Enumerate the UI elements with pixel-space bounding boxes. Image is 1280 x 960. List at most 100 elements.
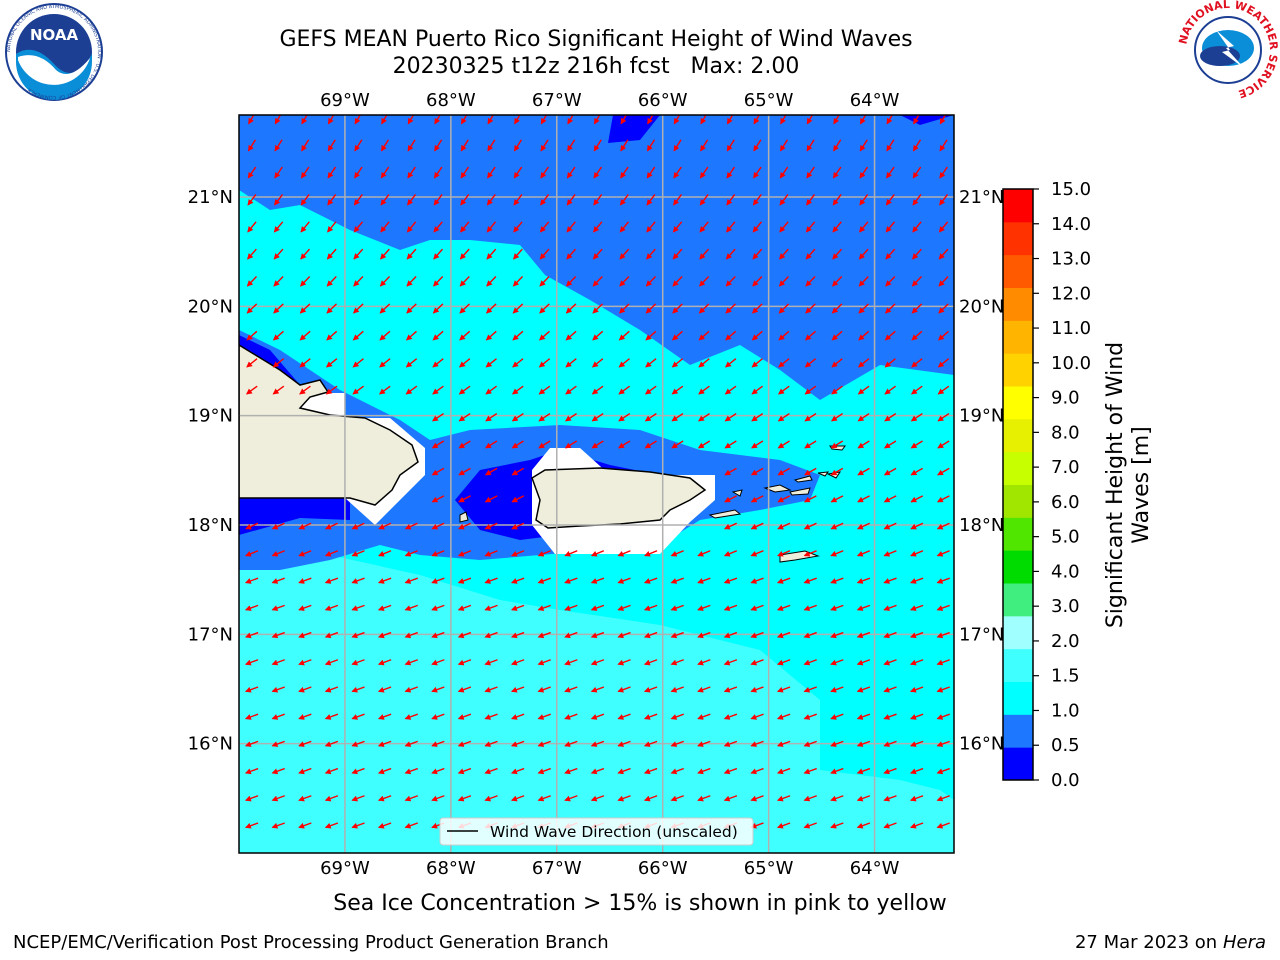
wave-arrow bbox=[246, 358, 258, 368]
wave-arrow bbox=[723, 631, 738, 639]
wave-arrow bbox=[354, 115, 361, 125]
wave-arrow bbox=[457, 713, 472, 720]
wave-arrow bbox=[936, 577, 950, 584]
wave-arrow bbox=[643, 659, 658, 666]
wave-arrow bbox=[271, 550, 285, 557]
wave-arrow bbox=[485, 440, 498, 449]
wave-arrow bbox=[432, 330, 444, 341]
wave-arrow bbox=[590, 550, 605, 557]
wave-arrow bbox=[537, 740, 551, 747]
wave-arrow bbox=[247, 193, 257, 206]
wave-arrow bbox=[564, 550, 578, 557]
wave-arrow bbox=[806, 115, 814, 125]
wave-arrow bbox=[590, 767, 605, 775]
wave-arrow bbox=[830, 631, 844, 639]
wave-arrow bbox=[912, 139, 922, 152]
colorbar-tick-15: 1.0 bbox=[1051, 700, 1080, 721]
colorbar-tick-1: 14.0 bbox=[1051, 214, 1091, 235]
wave-arrow bbox=[856, 795, 871, 802]
wave-arrow bbox=[298, 822, 312, 829]
wave-arrow bbox=[245, 522, 259, 530]
wave-arrow bbox=[936, 631, 950, 639]
wave-arrow bbox=[697, 795, 711, 802]
wave-arrow bbox=[803, 495, 817, 503]
wave-arrow bbox=[936, 822, 950, 829]
wave-arrow bbox=[565, 358, 577, 368]
wave-arrow bbox=[672, 248, 683, 260]
wave-arrow bbox=[723, 767, 738, 775]
wave-arrow bbox=[351, 795, 365, 802]
wave-arrow bbox=[617, 795, 631, 802]
land-hispaniola bbox=[239, 344, 419, 506]
wave-arrow bbox=[564, 686, 578, 693]
wave-arrow bbox=[697, 440, 711, 449]
colorbar-tick-16: 0.5 bbox=[1051, 735, 1080, 756]
wave-arrow bbox=[298, 740, 312, 747]
wave-arrow bbox=[645, 330, 657, 341]
lat-labels-left: 21°N 20°N 19°N 18°N 17°N 16°N bbox=[188, 187, 233, 755]
wave-arrow bbox=[511, 522, 525, 530]
wave-arrow bbox=[590, 795, 605, 802]
wave-arrow bbox=[673, 139, 682, 152]
wave-arrow bbox=[324, 740, 339, 747]
wave-arrow bbox=[244, 659, 259, 666]
colorbar-segment-2 bbox=[1003, 681, 1033, 715]
wave-arrow bbox=[830, 822, 844, 829]
colorbar-label-line2: Waves [m] bbox=[1129, 426, 1154, 544]
wave-arrow bbox=[830, 467, 844, 476]
lat-left-2: 19°N bbox=[188, 406, 233, 427]
wave-arrow bbox=[271, 686, 285, 693]
wave-arrow bbox=[274, 193, 284, 206]
wave-arrow bbox=[457, 631, 472, 639]
wave-arrow bbox=[298, 631, 312, 639]
wave-arrow bbox=[886, 139, 895, 152]
wave-arrow bbox=[564, 795, 578, 802]
wave-arrow bbox=[830, 740, 844, 747]
wave-arrow bbox=[724, 412, 737, 422]
wave-arrow bbox=[512, 358, 524, 368]
lon-top-3: 66°W bbox=[638, 90, 688, 111]
wave-arrow bbox=[723, 522, 737, 530]
colorbar-segment-4 bbox=[1003, 615, 1033, 650]
wave-arrow bbox=[245, 385, 258, 395]
wave-arrow bbox=[511, 550, 525, 557]
wave-arrow bbox=[751, 303, 763, 314]
wave-arrow bbox=[830, 412, 843, 422]
wave-arrow bbox=[272, 358, 285, 368]
wave-arrow bbox=[244, 631, 259, 639]
wave-arrow bbox=[832, 221, 842, 233]
wave-arrow bbox=[909, 822, 924, 829]
wave-arrow bbox=[485, 330, 497, 341]
wave-arrow bbox=[564, 767, 578, 775]
lat-right-0: 21°N bbox=[959, 187, 1004, 208]
wave-arrow bbox=[830, 522, 844, 530]
wave-arrow bbox=[671, 412, 684, 422]
wave-arrow bbox=[324, 604, 339, 611]
wave-arrow bbox=[857, 385, 870, 395]
wave-arrow bbox=[244, 740, 259, 747]
wave-arrow bbox=[460, 221, 470, 233]
wave-arrow bbox=[538, 440, 551, 449]
wave-arrow bbox=[327, 115, 335, 125]
wave-arrow bbox=[645, 276, 657, 287]
wave-arrow bbox=[324, 631, 339, 639]
wave-arrow bbox=[431, 550, 445, 557]
wave-arrow bbox=[620, 115, 627, 125]
wave-arrow bbox=[776, 631, 791, 639]
wave-arrow bbox=[884, 385, 897, 395]
wave-arrow bbox=[883, 686, 897, 693]
wave-arrow bbox=[779, 193, 789, 206]
wave-arrow bbox=[726, 221, 736, 233]
wave-arrow bbox=[884, 303, 896, 314]
wave-arrow bbox=[936, 522, 950, 530]
wave-arrow bbox=[643, 740, 658, 747]
wave-arrow bbox=[591, 385, 604, 395]
wave-arrow bbox=[564, 604, 578, 611]
wave-arrow bbox=[512, 276, 524, 287]
wave-arrow bbox=[831, 330, 843, 341]
wave-arrow bbox=[909, 686, 924, 693]
wave-arrow bbox=[830, 795, 844, 802]
wave-arrow bbox=[271, 604, 285, 611]
noaa-logo: NOAA NATIONAL OCEANIC AND ATMOSPHERIC AD… bbox=[5, 3, 103, 101]
wave-arrow bbox=[830, 440, 844, 449]
